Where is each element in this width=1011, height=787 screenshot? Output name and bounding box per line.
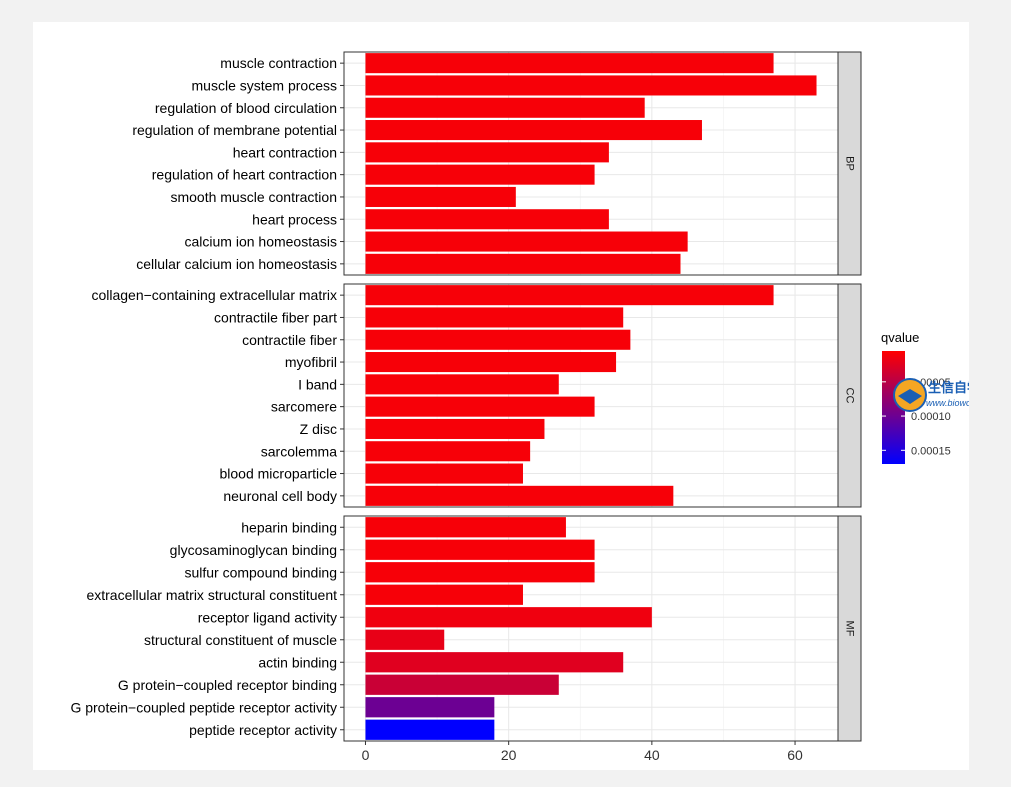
legend-tick-label: 0.00010	[911, 411, 951, 423]
category-label: Z disc	[300, 421, 337, 437]
category-label: receptor ligand activity	[198, 609, 337, 625]
category-label: calcium ion homeostasis	[184, 234, 337, 250]
facet-bp: muscle contraction muscle system process r…	[132, 51, 862, 276]
bar	[365, 120, 702, 141]
book-icon	[898, 389, 922, 404]
x-tick-label: 20	[501, 747, 517, 763]
category-label: muscle contraction	[220, 55, 337, 71]
category-label: G protein−coupled receptor binding	[118, 677, 337, 693]
category-label: neuronal cell body	[223, 488, 337, 504]
category-label: glycosaminoglycan binding	[170, 542, 337, 558]
category-label: regulation of membrane potential	[132, 122, 337, 138]
category-label: heart process	[252, 211, 337, 227]
watermark-text: 生信自学网	[928, 380, 969, 395]
bar	[365, 396, 595, 417]
facet-strip-label: CC	[844, 388, 856, 404]
bar	[365, 719, 495, 740]
bar	[365, 463, 523, 484]
category-label: sarcolemma	[261, 443, 337, 459]
bar	[365, 584, 523, 605]
x-tick-label: 60	[787, 747, 803, 763]
category-label: extracellular matrix structural constitu…	[86, 587, 337, 603]
legend-colorbar	[882, 351, 905, 464]
bar	[365, 75, 817, 96]
bar	[365, 209, 609, 230]
bar	[365, 418, 545, 439]
facet-strip-label: MF	[844, 621, 856, 637]
category-label: structural constituent of muscle	[144, 632, 337, 648]
bar	[365, 652, 624, 673]
bar	[365, 53, 774, 74]
bar	[365, 329, 631, 350]
bar	[365, 697, 495, 718]
bar	[365, 231, 688, 252]
facet-strip	[837, 283, 862, 508]
go-enrichment-bar-chart: muscle contraction muscle system process r…	[70, 51, 969, 763]
bar	[365, 142, 609, 163]
category-label: myofibril	[285, 354, 337, 370]
category-label: actin binding	[258, 654, 337, 670]
category-label: regulation of heart contraction	[152, 167, 337, 183]
category-label: peptide receptor activity	[189, 722, 337, 738]
category-label: contractile fiber part	[214, 309, 337, 325]
x-tick-label: 0	[362, 747, 370, 763]
facet-strip-label: BP	[844, 156, 856, 171]
category-label: sarcomere	[271, 399, 337, 415]
facet-cc: collagen−containing extracellular matrix…	[91, 283, 862, 508]
bar	[365, 562, 595, 583]
bar	[365, 285, 774, 306]
category-label: blood microparticle	[220, 466, 338, 482]
category-label: muscle system process	[192, 77, 337, 93]
legend-tick-label: 0.00015	[911, 445, 951, 457]
category-label: G protein−coupled peptide receptor activ…	[70, 699, 337, 715]
category-label: collagen−containing extracellular matrix	[91, 287, 337, 303]
bar	[365, 374, 559, 395]
category-label: heart contraction	[233, 144, 337, 160]
bar	[365, 307, 624, 328]
category-label: contractile fiber	[242, 332, 337, 348]
bar	[365, 352, 617, 373]
facet-strip	[837, 51, 862, 276]
bar	[365, 441, 531, 462]
bar	[365, 164, 595, 185]
facet-mf: heparin binding glycosaminoglycan binding…	[70, 515, 862, 742]
bar	[365, 485, 674, 506]
bar	[365, 629, 445, 650]
facet-strip	[837, 515, 862, 742]
bar	[365, 97, 645, 118]
bar	[365, 539, 595, 560]
category-label: smooth muscle contraction	[170, 189, 337, 205]
bar	[365, 674, 559, 695]
watermark-url: www.biowolf.cn	[926, 398, 969, 408]
category-label: heparin binding	[241, 519, 337, 535]
bar	[365, 607, 652, 628]
category-label: I band	[298, 376, 337, 392]
category-label: sulfur compound binding	[184, 564, 337, 580]
legend-title: qvalue	[881, 330, 919, 345]
chart-canvas: muscle contraction muscle system process r…	[33, 22, 969, 770]
bar	[365, 253, 681, 274]
x-tick-label: 40	[644, 747, 660, 763]
watermark-logo: 生信自学网 www.biowolf.cn	[893, 378, 969, 412]
bar	[365, 517, 566, 538]
category-label: cellular calcium ion homeostasis	[136, 256, 337, 272]
bar	[365, 186, 516, 207]
category-label: regulation of blood circulation	[155, 100, 337, 116]
